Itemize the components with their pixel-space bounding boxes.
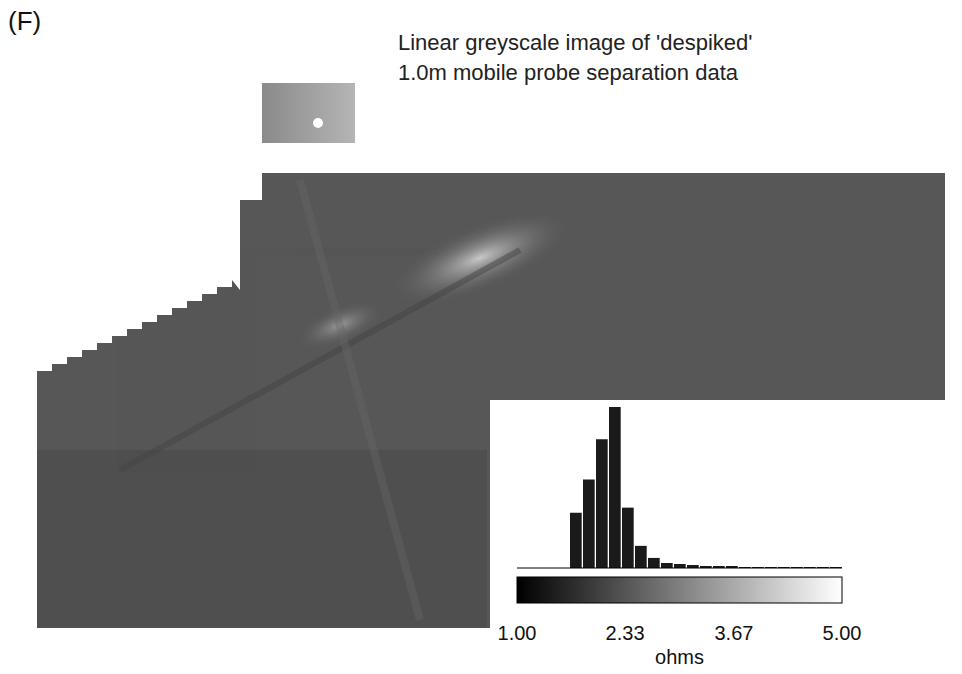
svg-text:1.00: 1.00 xyxy=(498,622,537,644)
svg-text:ohms: ohms xyxy=(655,646,704,668)
svg-text:5.00: 5.00 xyxy=(823,622,862,644)
svg-text:Linear greyscale image of 'des: Linear greyscale image of 'despiked' xyxy=(398,30,753,55)
svg-text:3.67: 3.67 xyxy=(714,622,753,644)
svg-text:1.0m mobile probe separation d: 1.0m mobile probe separation data xyxy=(398,60,739,85)
svg-text:2.33: 2.33 xyxy=(606,622,645,644)
svg-text:(F): (F) xyxy=(8,6,41,36)
